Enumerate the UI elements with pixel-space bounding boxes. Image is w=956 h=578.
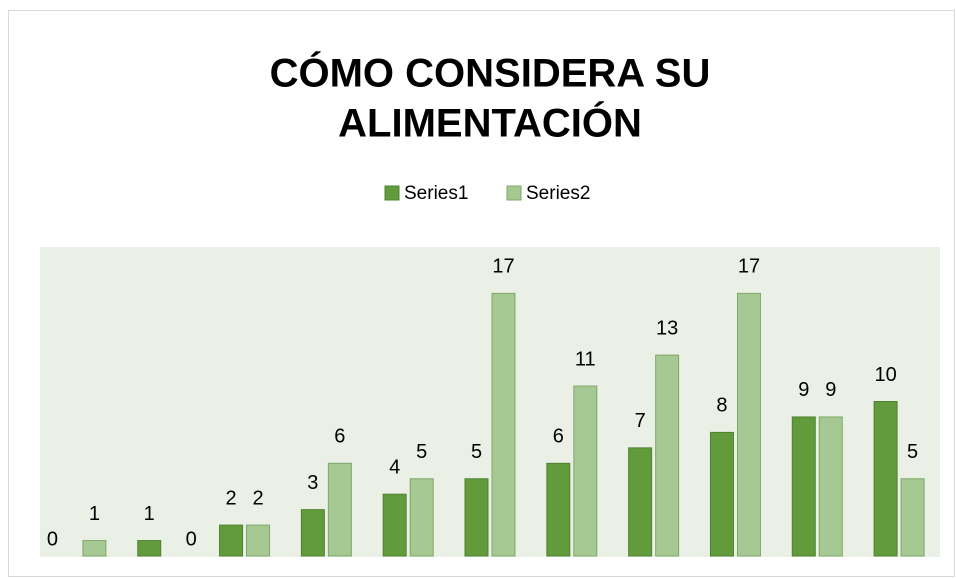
bar bbox=[791, 416, 816, 557]
legend-marker bbox=[506, 185, 522, 201]
data-label: 5 bbox=[416, 441, 427, 463]
bar bbox=[219, 524, 244, 557]
bar bbox=[628, 447, 653, 557]
bar bbox=[818, 416, 843, 557]
bar bbox=[709, 431, 734, 557]
legend-label: Series1 bbox=[404, 183, 468, 204]
bar bbox=[655, 354, 680, 557]
data-label: 11 bbox=[575, 348, 596, 370]
data-label: 4 bbox=[389, 456, 400, 478]
bar bbox=[873, 401, 898, 557]
data-label: 9 bbox=[825, 379, 836, 401]
bar bbox=[246, 524, 271, 557]
data-label: 3 bbox=[307, 472, 318, 494]
data-label: 2 bbox=[252, 487, 263, 509]
plot-area bbox=[40, 247, 940, 557]
data-label: 10 bbox=[874, 364, 896, 386]
bar bbox=[327, 462, 352, 557]
data-label: 1 bbox=[144, 503, 155, 525]
data-label: 7 bbox=[635, 410, 646, 432]
bar bbox=[300, 509, 325, 557]
data-label: 6 bbox=[553, 426, 564, 448]
chart-title: ALIMENTACIÓN bbox=[338, 100, 642, 146]
data-label: 5 bbox=[907, 441, 918, 463]
bar bbox=[464, 478, 489, 557]
bar bbox=[491, 292, 516, 557]
legend-marker bbox=[384, 185, 400, 201]
data-label: 17 bbox=[738, 256, 760, 278]
data-label: 6 bbox=[334, 426, 345, 448]
data-label: 5 bbox=[471, 441, 482, 463]
bar bbox=[736, 292, 761, 557]
data-label: 0 bbox=[186, 528, 197, 550]
legend-label: Series2 bbox=[526, 183, 590, 204]
bar bbox=[82, 540, 107, 557]
bar bbox=[382, 493, 407, 557]
data-label: 0 bbox=[47, 528, 58, 550]
data-label: 1 bbox=[89, 503, 100, 525]
data-label: 2 bbox=[225, 487, 236, 509]
bar bbox=[409, 478, 434, 557]
data-label: 8 bbox=[716, 395, 727, 417]
chart-title: CÓMO CONSIDERA SU bbox=[270, 50, 711, 96]
bar bbox=[900, 478, 925, 557]
data-label: 17 bbox=[492, 256, 514, 278]
data-label: 13 bbox=[656, 317, 678, 339]
bar bbox=[573, 385, 598, 557]
data-label: 9 bbox=[798, 379, 809, 401]
bar bbox=[137, 540, 162, 557]
bar bbox=[546, 462, 571, 557]
